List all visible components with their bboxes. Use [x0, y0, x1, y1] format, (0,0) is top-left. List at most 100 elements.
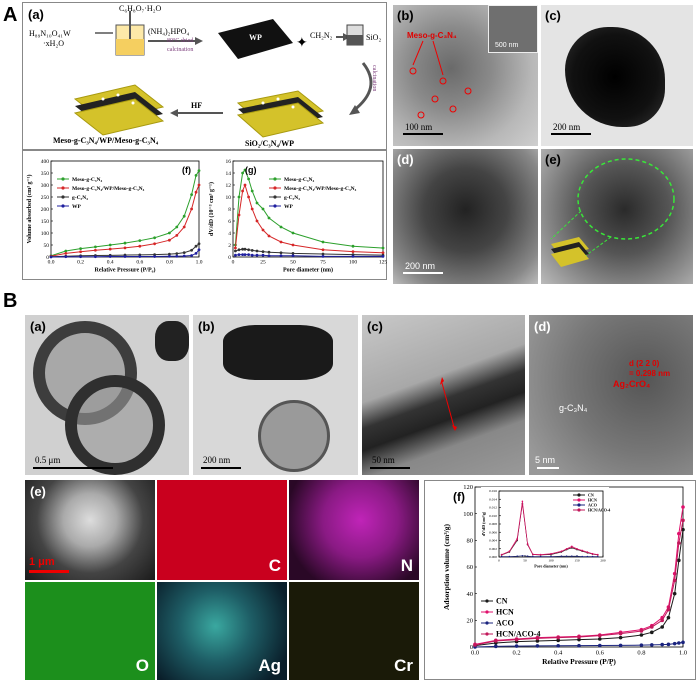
data-point	[190, 254, 194, 257]
data-point	[556, 638, 560, 643]
data-point	[521, 500, 524, 503]
data-point	[516, 555, 518, 557]
data-point	[153, 253, 157, 256]
data-point	[660, 642, 664, 647]
tem-ac-label: (c)	[545, 8, 561, 23]
data-point	[64, 255, 68, 259]
data-point	[241, 253, 244, 256]
legend-marker	[61, 186, 65, 190]
legend-marker	[61, 177, 65, 181]
data-point	[526, 555, 529, 557]
x-axis-label: Relative Pressure (P/P₀)	[95, 267, 156, 274]
y-tick-label: 300	[41, 183, 50, 189]
y-axis-label: Volume absorbed (cm³ g⁻¹)	[26, 174, 33, 243]
data-point	[381, 255, 385, 258]
chart-bf-label: (f)	[453, 490, 465, 504]
tem-ac: (c) 200 nm	[541, 5, 693, 146]
data-point	[672, 641, 677, 646]
data-point	[279, 240, 283, 244]
data-point	[598, 637, 602, 641]
data-point	[681, 640, 685, 645]
sphere-bb	[258, 400, 330, 472]
data-point	[175, 234, 179, 237]
hollow-sphere-2	[65, 375, 165, 475]
reagent-tungstate-water: ·xH₂O	[43, 39, 65, 48]
data-point	[241, 171, 244, 175]
x-tick-label: 100	[548, 559, 554, 563]
x-axis-label: Relative Pressure (P/P̥)	[542, 657, 616, 666]
tem-ba-label: (a)	[30, 319, 46, 334]
map-nitrogen-label: N	[400, 556, 413, 575]
data-point	[666, 615, 671, 620]
legend-marker	[273, 186, 277, 190]
data-point	[618, 631, 623, 636]
inset-bg	[481, 487, 609, 567]
x-tick-label: 0	[498, 559, 500, 563]
data-point	[194, 190, 198, 194]
data-point	[381, 251, 385, 255]
data-point	[650, 630, 654, 635]
data-point	[261, 250, 265, 253]
data-point	[500, 554, 503, 556]
schematic-drawing: ✦	[73, 11, 373, 138]
data-point	[681, 527, 685, 532]
y-tick-label: 0.008	[489, 522, 497, 526]
legend-marker	[485, 632, 489, 636]
tem-bc-label: (c)	[367, 319, 383, 334]
map-carbon-label: C	[268, 556, 281, 575]
x-tick-label: 0.8	[637, 650, 645, 657]
scale-text-ab: 100 nm	[405, 122, 433, 132]
legend-marker	[485, 599, 489, 603]
map-silver: Ag	[157, 582, 287, 680]
y-tick-label: 100	[41, 231, 50, 237]
data-point	[123, 255, 127, 258]
tem-ae: (e)	[541, 149, 693, 284]
x-axis-label: Pore diameter (nm)	[534, 564, 568, 569]
chart-bf-panel: 0.0 0.2 0.4 0.6 0.8 1.0 0 20 40 60 80 100 120 Relativ…	[424, 480, 696, 680]
x-tick-label: 1.0	[679, 650, 687, 657]
data-point	[247, 177, 250, 181]
data-point	[108, 247, 112, 251]
x-tick-label: 100	[349, 260, 358, 266]
x-tick-label: 75	[320, 260, 326, 266]
legend-entry: HCN	[496, 608, 514, 617]
chart-af-label: (f)	[182, 165, 191, 175]
series-line	[50, 184, 200, 257]
legend-entry: Meso-g-C₃N₄	[284, 177, 315, 183]
data-point	[237, 248, 241, 252]
data-point	[175, 225, 179, 229]
data-point	[234, 249, 237, 253]
data-point	[639, 629, 644, 633]
legend-entry: HCN/ACO-4	[588, 507, 610, 512]
scalebar-ba	[33, 467, 113, 469]
section-b-label: B	[3, 290, 18, 312]
data-point	[241, 189, 244, 193]
y-tick-label: 4	[228, 231, 231, 237]
y-tick-label: 8	[228, 207, 231, 213]
x-tick-label: 50	[523, 559, 527, 563]
y-tick-label: 0.004	[489, 539, 497, 543]
inset-scale-text: 500 nm	[495, 42, 519, 49]
data-point	[639, 633, 644, 637]
data-point	[153, 255, 157, 258]
data-point	[532, 555, 534, 558]
data-point	[571, 555, 573, 557]
data-point	[650, 625, 654, 629]
sem-be: (e) 1 μm	[25, 480, 155, 580]
data-point	[267, 254, 271, 258]
data-point	[279, 251, 283, 255]
data-point	[250, 189, 254, 193]
data-point	[237, 213, 241, 217]
y-tick-label: 120	[463, 484, 473, 491]
legend-marker	[577, 493, 581, 497]
x-tick-label: 0.6	[136, 260, 143, 266]
wp-label: WP	[249, 33, 262, 42]
meso-annotation: Meso-g-C₃N₄	[407, 31, 457, 40]
x-tick-label: 0	[232, 260, 235, 266]
x-tick-label: 0.4	[107, 260, 114, 266]
data-point	[618, 635, 623, 640]
data-point	[234, 253, 237, 257]
data-point	[153, 242, 157, 246]
data-point	[576, 548, 578, 550]
y-tick-label: 350	[41, 171, 50, 177]
